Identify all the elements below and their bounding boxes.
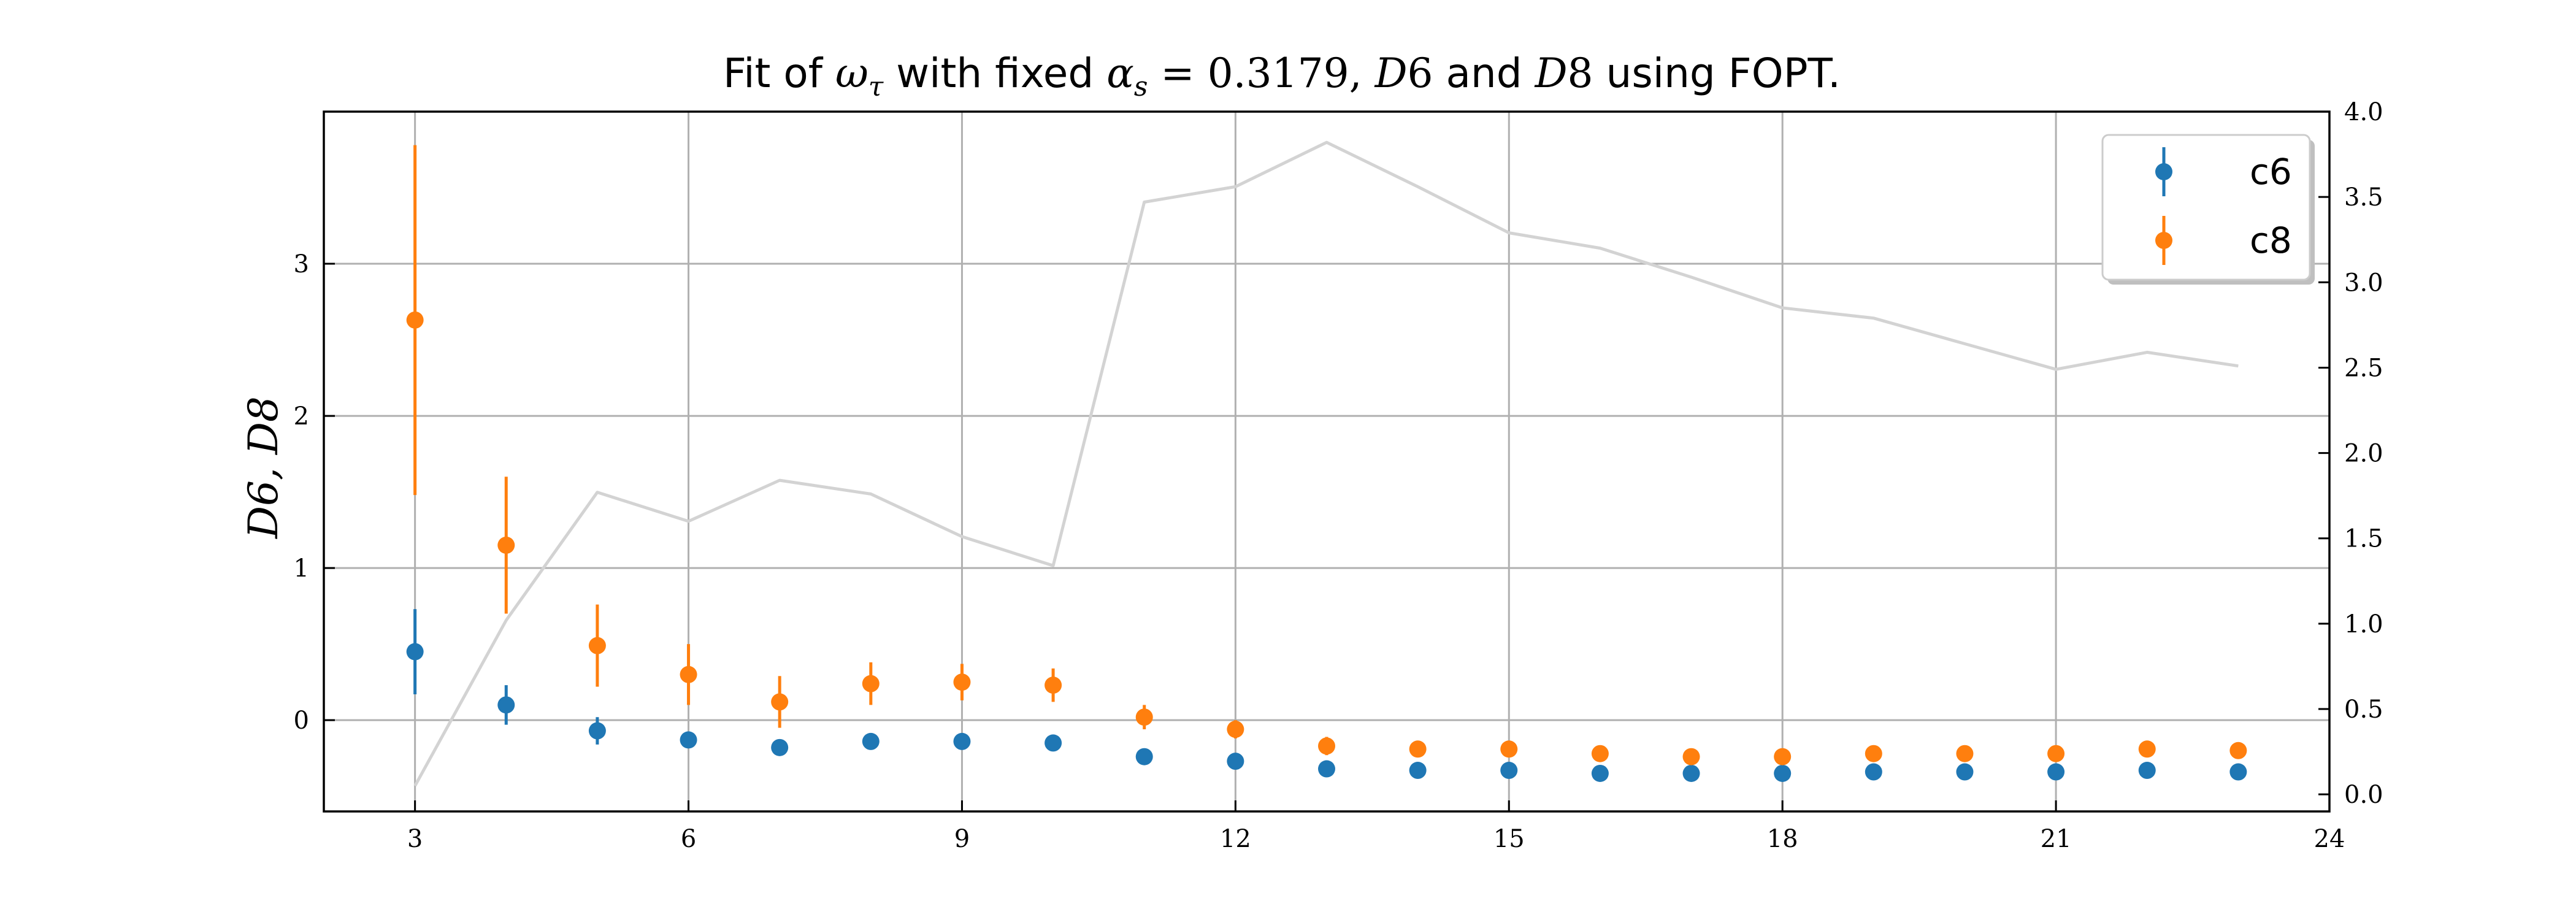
x-tick-label: 3 <box>407 825 423 853</box>
x-tick-label: 9 <box>954 825 970 853</box>
point-c6 <box>1135 748 1153 765</box>
point-c8 <box>1318 737 1335 755</box>
point-c6 <box>1865 763 1882 781</box>
point-c6 <box>1318 760 1335 778</box>
point-c6 <box>2229 763 2247 781</box>
point-c8 <box>497 536 515 554</box>
point-c8 <box>1227 721 1244 738</box>
y-tick-label: 2 <box>294 402 309 431</box>
point-c8 <box>1591 745 1609 762</box>
point-c8 <box>2138 740 2156 758</box>
chart-title: Fit of ωτ with fixed αs = 0.3179, D6 and… <box>723 50 1841 102</box>
point-c8 <box>1956 745 1974 762</box>
y-axis-label: D6, D8 <box>240 396 287 539</box>
point-c6 <box>1682 764 1700 782</box>
point-c8 <box>1045 677 1062 694</box>
point-c6 <box>1409 762 1427 780</box>
x-tick-label: 21 <box>2041 825 2072 853</box>
point-c8 <box>1409 740 1427 758</box>
point-c8 <box>862 675 880 692</box>
y2-tick-label: 2.0 <box>2344 440 2383 468</box>
point-c8 <box>680 665 697 683</box>
errorbar-series <box>406 145 2247 782</box>
y-tick-label: 0 <box>294 707 309 735</box>
point-c6 <box>680 731 697 749</box>
y2-tick-label: 1.0 <box>2344 610 2383 638</box>
y2-tick-label: 2.5 <box>2344 354 2383 382</box>
point-c6 <box>771 738 789 756</box>
y2-tick-label: 1.5 <box>2344 525 2383 553</box>
point-c6 <box>1500 762 1518 780</box>
point-c8 <box>771 693 789 711</box>
title-part: τ <box>868 71 884 102</box>
point-c8 <box>2047 745 2065 762</box>
point-c6 <box>862 732 880 750</box>
point-c6 <box>406 643 424 661</box>
point-c6 <box>1045 734 1062 752</box>
point-c8 <box>1865 745 1882 762</box>
point-c8 <box>406 311 424 329</box>
legend-marker-c6 <box>2155 163 2172 180</box>
line-series-right-axis <box>413 140 2239 787</box>
point-c6 <box>1956 763 1974 781</box>
title-part: Fit of <box>723 50 835 97</box>
point-c6 <box>588 722 606 740</box>
title-part: using FOPT. <box>1593 50 1841 97</box>
point-c6 <box>1774 764 1792 782</box>
point-c8 <box>588 637 606 654</box>
y2-tick-label: 3.5 <box>2344 183 2383 212</box>
title-part: ω <box>835 50 868 97</box>
title-part: s <box>1134 71 1148 102</box>
y-axis-ticks: 0 1 2 3 <box>294 250 335 735</box>
y2-tick-label: 3.0 <box>2344 269 2383 297</box>
title-part: = 0.3179, <box>1148 50 1374 97</box>
point-c6 <box>953 732 971 750</box>
y-tick-label: 3 <box>294 250 309 278</box>
point-c8 <box>953 673 971 691</box>
y2-tick-label: 0.0 <box>2344 781 2383 809</box>
y2-tick-label: 0.5 <box>2344 696 2383 724</box>
x-tick-label: 15 <box>1493 825 1525 853</box>
y2-tick-label: 4.0 <box>2344 98 2383 126</box>
legend-box <box>2101 134 2311 281</box>
title-part: 6 <box>1407 50 1433 97</box>
y-tick-label: 1 <box>294 554 309 583</box>
title-part: D <box>1374 50 1408 97</box>
point-c8 <box>1500 740 1518 758</box>
title-part: with fixed <box>883 50 1106 97</box>
y2-axis-ticks: 0.0 0.5 1.0 1.5 2.0 2.5 3.0 3.5 4.0 <box>2318 98 2383 809</box>
plot-frame <box>323 110 2331 813</box>
point-c8 <box>2229 742 2247 759</box>
x-tick-label: 18 <box>1767 825 1798 853</box>
title-part: 8 <box>1568 50 1593 97</box>
point-c8 <box>1682 748 1700 765</box>
legend: c6 c8 <box>2101 134 2315 285</box>
right-axis-line-series <box>413 140 2239 787</box>
x-tick-label: 6 <box>681 825 696 853</box>
x-tick-label: 24 <box>2314 825 2345 853</box>
point-c6 <box>497 696 515 714</box>
x-axis-ticks: 3 6 9 12 15 18 21 24 <box>407 800 2345 853</box>
legend-label-c6: c6 <box>2250 151 2292 193</box>
axes-box <box>323 110 2331 813</box>
point-c8 <box>1135 708 1153 726</box>
title-part: and <box>1433 50 1535 97</box>
x-tick-label: 12 <box>1220 825 1251 853</box>
point-c6 <box>1227 753 1244 770</box>
title-part: α <box>1106 50 1134 97</box>
legend-marker-c8 <box>2155 232 2172 249</box>
legend-label-c8: c8 <box>2250 220 2292 261</box>
point-c6 <box>2138 762 2156 780</box>
point-c6 <box>1591 764 1609 782</box>
point-c6 <box>2047 763 2065 781</box>
point-c8 <box>1774 748 1792 765</box>
title-part: D <box>1535 50 1568 97</box>
grid <box>324 112 2329 811</box>
